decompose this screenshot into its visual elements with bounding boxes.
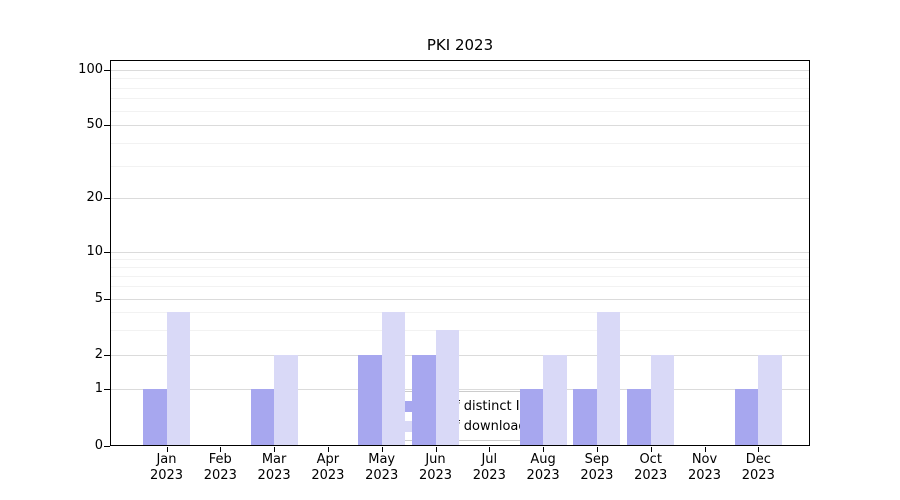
- x-axis-tick: [704, 447, 706, 452]
- gridline-minor: [111, 98, 809, 99]
- bar-distinct-ips-sep: [573, 389, 597, 445]
- x-axis-tick-label: Dec 2023: [741, 452, 775, 483]
- x-axis-tick: [274, 447, 276, 452]
- bar-distinct-ips-may: [358, 354, 382, 445]
- x-axis-tick: [758, 447, 760, 452]
- y-axis-tick: [104, 198, 110, 199]
- x-axis-tick: [650, 447, 652, 452]
- legend-item-distinct-ips: Nb of distinct IPs: [387, 398, 539, 415]
- x-axis-tick: [596, 447, 598, 452]
- plot-area: [110, 60, 810, 446]
- gridline-minor: [111, 143, 809, 144]
- y-axis-tick-label: 20: [86, 190, 103, 205]
- x-axis-tick-label: Feb 2023: [203, 452, 237, 483]
- y-axis-tick-label: 100: [78, 62, 103, 77]
- x-axis-tick-label: Aug 2023: [526, 452, 560, 483]
- x-axis-tick: [543, 447, 545, 452]
- y-axis-tick-label: 10: [86, 244, 103, 259]
- gridline-major: [111, 252, 809, 253]
- y-axis-tick-label: 5: [94, 291, 103, 306]
- gridline-minor: [111, 312, 809, 313]
- y-axis-tick: [104, 70, 110, 71]
- y-axis-tick-label: 2: [94, 347, 103, 362]
- bar-distinct-ips-mar: [250, 389, 275, 445]
- gridline-minor: [111, 267, 809, 268]
- x-axis-tick-label: May 2023: [365, 452, 399, 483]
- x-axis-tick: [381, 447, 383, 452]
- gridline-minor: [111, 166, 809, 167]
- gridline-major: [111, 125, 809, 126]
- x-axis-tick: [327, 447, 329, 452]
- bar-downloads-may: [381, 312, 406, 445]
- bar-downloads-jun: [435, 329, 459, 445]
- y-axis-tick: [104, 299, 110, 300]
- x-axis-tick-label: Nov 2023: [687, 452, 722, 483]
- bar-downloads-jan: [166, 312, 190, 445]
- gridline-major: [111, 299, 809, 300]
- bar-downloads-sep: [596, 312, 621, 445]
- x-axis-tick-label: Sep 2023: [580, 452, 614, 483]
- y-axis-tick: [104, 355, 110, 356]
- gridline-minor: [111, 276, 809, 277]
- bar-downloads-dec: [758, 354, 782, 445]
- gridline-minor: [111, 330, 809, 331]
- x-axis-tick-label: Apr 2023: [311, 452, 345, 483]
- bar-downloads-oct: [650, 354, 675, 445]
- y-axis-tick: [104, 125, 110, 126]
- x-axis-tick-label: Mar 2023: [257, 452, 291, 483]
- gridline-minor: [111, 88, 809, 89]
- x-axis-tick-label: Jun 2023: [418, 452, 453, 483]
- y-axis-tick-label: 1: [94, 381, 103, 396]
- bar-distinct-ips-dec: [734, 389, 759, 445]
- x-axis-tick: [489, 447, 491, 452]
- y-axis-tick-label: 0: [94, 438, 103, 453]
- x-axis-tick: [435, 447, 437, 452]
- x-axis-tick: [166, 447, 168, 452]
- y-axis-tick: [104, 446, 110, 447]
- gridline-major: [111, 198, 809, 199]
- gridline-minor: [111, 286, 809, 287]
- y-axis-tick-label: 50: [86, 117, 103, 132]
- gridline-major: [111, 355, 809, 356]
- x-axis-tick-label: Oct 2023: [634, 452, 668, 483]
- bar-downloads-mar: [274, 354, 298, 445]
- gridline-minor: [111, 78, 809, 79]
- x-axis-tick-label: Jan 2023: [149, 452, 184, 483]
- bar-distinct-ips-oct: [627, 389, 651, 445]
- bar-distinct-ips-jun: [412, 354, 436, 445]
- y-axis-tick: [104, 389, 110, 390]
- bar-downloads-aug: [543, 354, 567, 445]
- bar-distinct-ips-jan: [143, 389, 167, 445]
- gridline-major: [111, 389, 809, 390]
- gridline-major: [111, 70, 809, 71]
- chart-title: PKI 2023: [426, 36, 494, 54]
- y-axis-tick: [104, 252, 110, 253]
- x-axis-tick-label: Jul 2023: [472, 452, 506, 483]
- x-axis-tick: [220, 447, 222, 452]
- legend-item-downloads: Nb of downloads: [387, 418, 539, 435]
- gridline-minor: [111, 111, 809, 112]
- bar-distinct-ips-aug: [519, 389, 544, 445]
- gridline-minor: [111, 259, 809, 260]
